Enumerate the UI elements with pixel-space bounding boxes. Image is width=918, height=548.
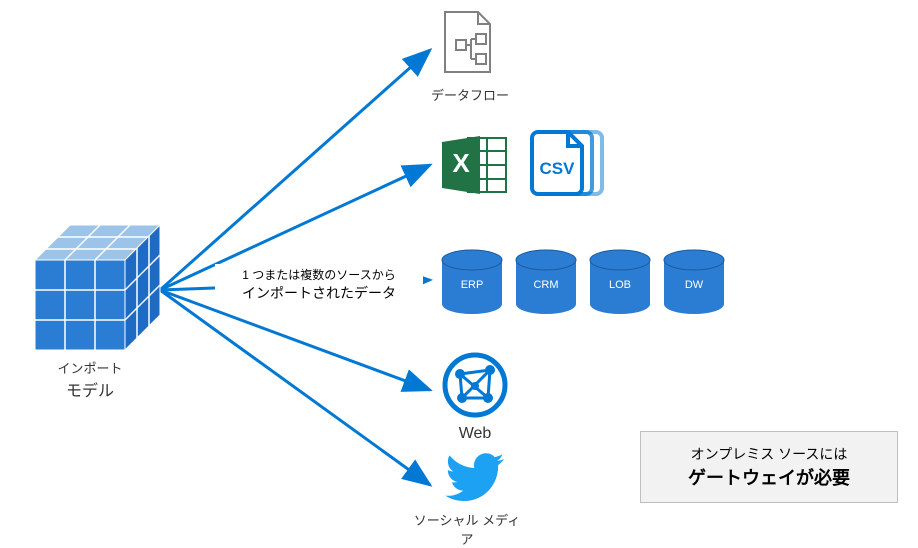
social-target: ソーシャル メディア xyxy=(432,450,522,548)
gateway-callout: オンプレミス ソースには ゲートウェイが必要 xyxy=(640,431,898,503)
social-label: ソーシャル メディア xyxy=(412,510,522,548)
excel-csv-target: X CSV xyxy=(440,130,606,200)
db-dw: DW xyxy=(664,250,724,314)
twitter-icon xyxy=(442,450,512,505)
csv-icon: CSV xyxy=(530,130,606,200)
import-model-label-line1: インポート xyxy=(35,358,145,377)
web-target: Web xyxy=(440,350,510,443)
web-icon xyxy=(440,350,510,420)
db-erp: ERP xyxy=(442,250,502,314)
excel-icon: X xyxy=(440,132,510,198)
center-text-line1: 1 つまたは複数のソースから xyxy=(219,266,419,283)
import-model-label: インポート モデル xyxy=(35,358,145,401)
db-lob-label: LOB xyxy=(609,279,631,291)
callout-line2: ゲートウェイが必要 xyxy=(659,464,879,490)
arrow-to-web xyxy=(160,290,430,390)
db-dw-label: DW xyxy=(685,279,704,291)
center-text-line2: インポートされたデータ xyxy=(219,283,419,303)
callout-line1: オンプレミス ソースには xyxy=(659,444,879,464)
svg-text:X: X xyxy=(452,148,470,178)
arrow-to-dataflow xyxy=(160,50,430,290)
web-label: Web xyxy=(440,425,510,443)
arrow-to-social xyxy=(160,290,430,485)
dataflow-file-icon xyxy=(440,10,500,80)
center-text: 1 つまたは複数のソースから インポートされたデータ xyxy=(215,264,423,305)
db-lob: LOB xyxy=(590,250,650,314)
databases-target: ERP CRM LOB DW xyxy=(440,248,730,323)
csv-text: CSV xyxy=(540,159,576,178)
dataflow-target: データフロー xyxy=(440,10,510,104)
db-crm: CRM xyxy=(516,250,576,314)
db-erp-label: ERP xyxy=(461,279,484,291)
db-crm-label: CRM xyxy=(533,279,558,291)
import-model-cube xyxy=(35,225,165,360)
dataflow-label: データフロー xyxy=(430,85,510,104)
import-model-label-line2: モデル xyxy=(35,377,145,401)
